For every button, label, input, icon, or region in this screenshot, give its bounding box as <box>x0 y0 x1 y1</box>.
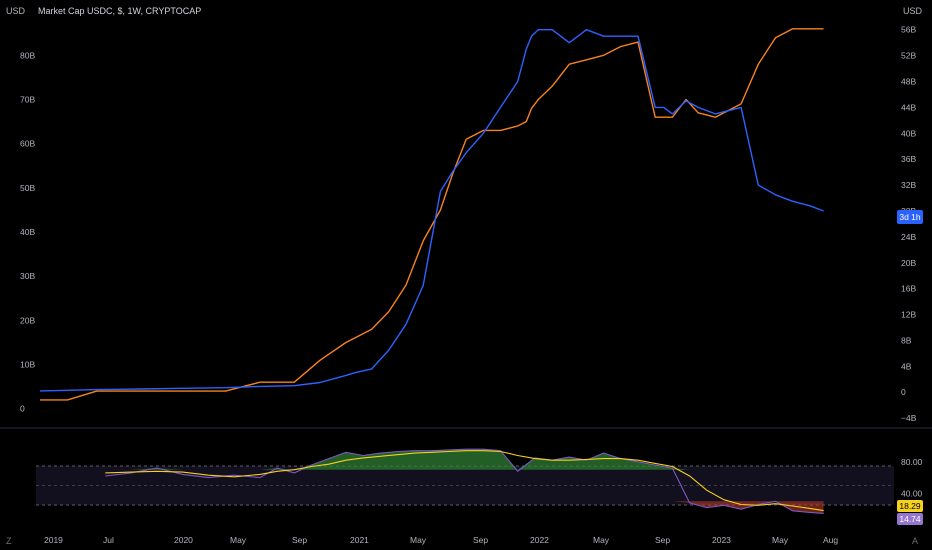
rsi-ma-badge-label: 18.29 <box>899 501 921 511</box>
left-unit-label: USD <box>6 6 26 16</box>
right-tick-label: 48B <box>901 76 916 86</box>
price-badge-label: 3d 1h <box>899 212 921 222</box>
right-tick-label: 24B <box>901 232 916 242</box>
rsi-ma-line <box>105 450 824 512</box>
right-tick-label: 32B <box>901 180 916 190</box>
rsi-tick-label: 80.00 <box>901 457 923 467</box>
x-axis-ticks: 2019 Jul 2020 May Sep 2021 May Sep 2022 May Sep 202… <box>44 535 838 545</box>
right-tick-label: 44B <box>901 102 916 112</box>
right-tick-label: 20B <box>901 258 916 268</box>
rsi-overbought-fill <box>105 449 824 470</box>
x-tick-label: Aug <box>823 535 838 545</box>
left-tick-label: 80B <box>20 50 35 60</box>
x-tick-label: 2020 <box>174 535 193 545</box>
right-tick-label: 4B <box>901 361 912 371</box>
x-tick-label: May <box>593 535 610 545</box>
right-tick-label: 36B <box>901 154 916 164</box>
rsi-fills <box>105 449 824 514</box>
x-tick-label: May <box>772 535 789 545</box>
left-tick-label: 10B <box>20 360 35 370</box>
right-tick-label: −4B <box>901 413 917 423</box>
rsi-badge <box>897 513 923 525</box>
right-tick-label: 16B <box>901 284 916 294</box>
left-tick-label: 30B <box>20 271 35 281</box>
right-tick-label: 40B <box>901 128 916 138</box>
x-tick-label: May <box>230 535 247 545</box>
left-tick-label: 0 <box>20 404 25 414</box>
left-tick-label: 70B <box>20 95 35 105</box>
right-tick-label: 8B <box>901 335 912 345</box>
rsi-axis-ticks: 80.00 40.00 <box>901 457 923 499</box>
rsi-ma-badge <box>897 500 923 512</box>
price-badge <box>897 210 923 224</box>
right-axis-ticks: −4B04B8B12B16B20B24B28B32B36B40B44B48B52… <box>901 25 917 423</box>
x-tick-label: 2019 <box>44 535 63 545</box>
rsi-tick-label: 40.00 <box>901 488 923 498</box>
right-tick-label: 0 <box>901 387 906 397</box>
x-tick-label: Sep <box>292 535 307 545</box>
rsi-oversold-fill <box>105 501 824 514</box>
right-tick-label: 52B <box>901 51 916 61</box>
x-tick-label: 2021 <box>350 535 369 545</box>
x-tick-label: Sep <box>473 535 488 545</box>
x-tick-label: Sep <box>655 535 670 545</box>
left-tick-label: 60B <box>20 139 35 149</box>
series-lines <box>39 28 824 514</box>
x-tick-label: 2023 <box>712 535 731 545</box>
right-tick-label: 12B <box>901 310 916 320</box>
zoom-icon[interactable]: Z <box>6 536 12 546</box>
left-tick-label: 40B <box>20 227 35 237</box>
x-tick-label: 2022 <box>530 535 549 545</box>
left-axis-ticks: 0 10B 20B 30B 40B 50B 60B 70B 80B <box>20 50 35 413</box>
orange-series-line <box>40 28 824 401</box>
chart-title: Market Cap USDC, $, 1W, CRYPTOCAP <box>38 6 201 16</box>
x-tick-label: May <box>410 535 427 545</box>
rsi-badge-label: 14.74 <box>899 514 921 524</box>
blue-series-line <box>39 29 824 392</box>
x-tick-label: Jul <box>103 535 114 545</box>
left-tick-label: 50B <box>20 183 35 193</box>
right-unit-label: USD <box>903 6 923 16</box>
left-tick-label: 20B <box>20 315 35 325</box>
auto-scale-icon[interactable]: A <box>912 536 918 546</box>
right-tick-label: 56B <box>901 25 916 35</box>
